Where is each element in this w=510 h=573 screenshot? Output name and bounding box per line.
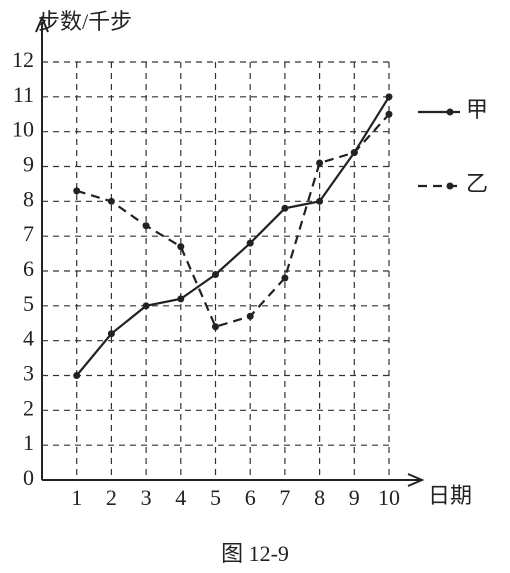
y-tick-label: 8	[23, 186, 34, 211]
x-tick-label: 6	[245, 485, 256, 510]
x-tick-label: 8	[314, 485, 325, 510]
data-point	[177, 295, 185, 303]
x-tick-label: 4	[175, 485, 186, 510]
x-tick-label: 7	[279, 485, 290, 510]
data-point	[73, 372, 81, 379]
y-tick-label: 10	[12, 117, 34, 142]
legend-marker	[446, 108, 454, 116]
y-tick-label: 12	[12, 47, 34, 72]
data-point	[142, 302, 150, 310]
caption: 图 12-9	[221, 541, 289, 566]
y-tick-label: 9	[23, 152, 34, 177]
data-point	[385, 93, 393, 101]
data-point	[281, 274, 289, 282]
data-point	[350, 149, 358, 157]
legend-label: 乙	[466, 171, 488, 196]
data-point	[107, 197, 115, 205]
y-axis-label: 步数/千步	[38, 9, 132, 34]
x-axis	[42, 473, 425, 487]
y-tick-label: 3	[23, 361, 34, 386]
data-point	[212, 270, 219, 278]
y-tick-label: 11	[13, 82, 34, 107]
data-point	[281, 204, 289, 212]
x-tick-label: 9	[349, 485, 360, 510]
data-point	[246, 312, 254, 320]
data-point	[142, 222, 150, 230]
y-tick-label: 0	[23, 465, 34, 490]
legend-marker	[446, 182, 454, 190]
x-tick-label: 3	[141, 485, 152, 510]
y-tick-label: 1	[23, 430, 34, 455]
data-point	[177, 243, 185, 251]
data-point	[316, 159, 324, 167]
series-line	[76, 113, 390, 329]
data-point	[316, 197, 324, 205]
data-point	[385, 110, 393, 118]
series-line	[75, 96, 390, 377]
legend-label: 甲	[466, 97, 488, 122]
y-tick-label: 7	[23, 221, 34, 246]
data-point	[107, 330, 115, 338]
x-axis-label: 日期	[428, 483, 472, 508]
x-tick-label: 10	[378, 485, 400, 510]
x-tick-label: 2	[106, 485, 117, 510]
data-point	[212, 323, 219, 331]
x-tick-label: 5	[210, 485, 221, 510]
y-tick-label: 2	[23, 395, 34, 420]
data-point	[73, 187, 81, 195]
y-tick-label: 4	[23, 326, 34, 351]
y-axis	[35, 15, 49, 480]
y-tick-label: 6	[23, 256, 34, 281]
data-point	[246, 239, 254, 247]
y-tick-label: 5	[23, 291, 34, 316]
x-tick-label: 1	[71, 485, 82, 510]
